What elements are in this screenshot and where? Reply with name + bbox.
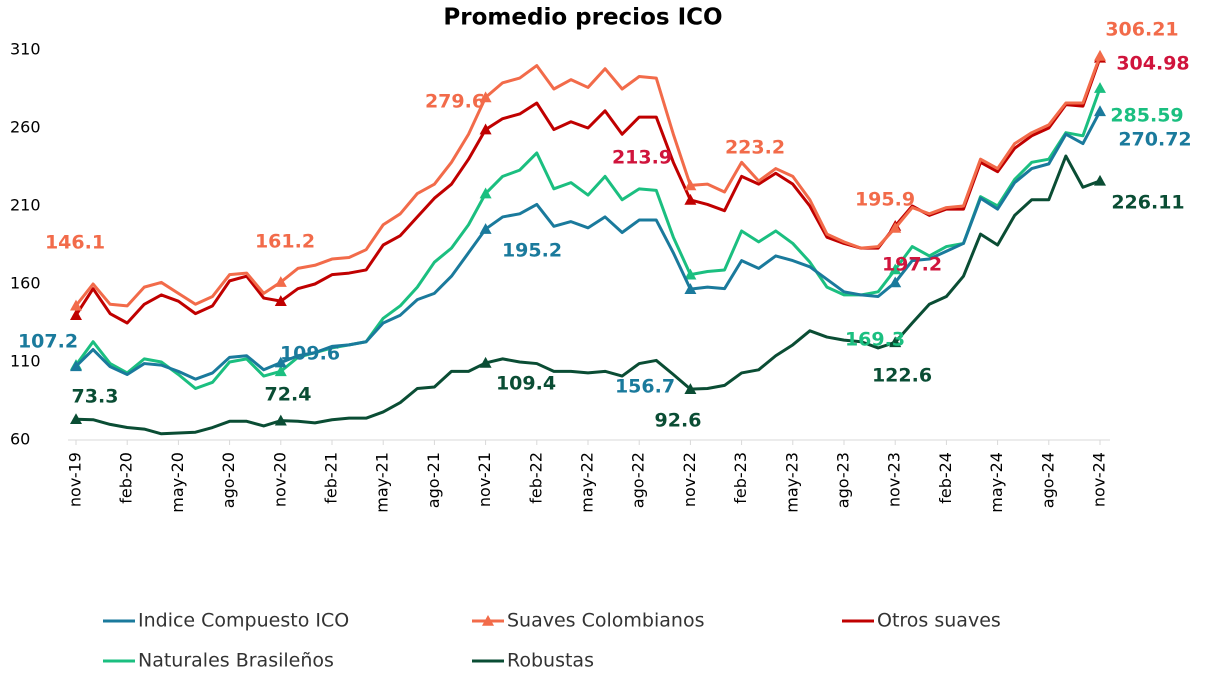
marker bbox=[889, 336, 902, 348]
marker bbox=[479, 187, 492, 199]
series-line bbox=[74, 55, 1102, 308]
marker bbox=[274, 365, 287, 377]
marker bbox=[479, 123, 492, 135]
data-label: 226.11 bbox=[1111, 192, 1184, 214]
marker bbox=[479, 356, 492, 368]
series-line bbox=[74, 57, 1102, 325]
x-tick-label: ago-24 bbox=[1038, 452, 1057, 508]
data-label: 223.2 bbox=[725, 137, 785, 159]
x-tick-label: nov-19 bbox=[66, 452, 85, 507]
marker bbox=[70, 413, 82, 425]
legend-label: Indice Compuesto ICO bbox=[138, 610, 349, 632]
marker bbox=[274, 356, 287, 368]
chart-title: Promedio precios ICO bbox=[443, 5, 722, 31]
data-label: 73.3 bbox=[72, 386, 119, 408]
legend-label: Suaves Colombianos bbox=[507, 610, 704, 632]
y-tick-label: 310 bbox=[10, 40, 41, 59]
marker bbox=[274, 276, 287, 287]
x-tick-label: ago-22 bbox=[629, 452, 648, 508]
marker bbox=[70, 309, 82, 320]
data-label: 109.4 bbox=[496, 373, 556, 395]
x-tick-label: feb-23 bbox=[731, 452, 750, 504]
data-label: 156.7 bbox=[615, 376, 675, 398]
marker bbox=[479, 91, 492, 103]
x-tick-label: feb-20 bbox=[117, 452, 136, 504]
x-tick-label: may-22 bbox=[578, 452, 597, 513]
legend-label: Robustas bbox=[507, 650, 594, 672]
data-label: 270.72 bbox=[1118, 129, 1191, 151]
marker bbox=[274, 414, 287, 426]
data-label: 285.59 bbox=[1110, 105, 1183, 127]
marker bbox=[684, 283, 697, 294]
marker bbox=[684, 179, 697, 191]
x-tick-label: may-24 bbox=[987, 452, 1006, 513]
data-label: 195.2 bbox=[502, 240, 562, 262]
marker bbox=[889, 221, 902, 233]
marker bbox=[1094, 82, 1106, 93]
x-tick-label: may-21 bbox=[373, 452, 392, 513]
data-label: 92.6 bbox=[655, 410, 702, 432]
x-tick-label: ago-23 bbox=[834, 452, 853, 508]
legend-marker bbox=[482, 615, 494, 626]
series-line bbox=[74, 87, 1102, 391]
data-label: 107.2 bbox=[18, 331, 78, 353]
data-label: 161.2 bbox=[255, 231, 315, 253]
marker bbox=[889, 276, 902, 288]
series-line bbox=[75, 154, 1101, 436]
series-line bbox=[74, 110, 1102, 381]
marker bbox=[684, 193, 697, 205]
marker bbox=[1094, 49, 1106, 61]
y-tick-label: 110 bbox=[10, 352, 41, 371]
data-label: 72.4 bbox=[265, 384, 312, 406]
data-label: 146.1 bbox=[45, 232, 105, 254]
data-label: 122.6 bbox=[872, 365, 932, 387]
marker bbox=[889, 263, 902, 275]
y-tick-label: 60 bbox=[10, 430, 30, 449]
x-tick-label: nov-20 bbox=[270, 452, 289, 507]
marker bbox=[1094, 174, 1106, 186]
x-tick-label: nov-24 bbox=[1090, 452, 1109, 507]
marker bbox=[479, 223, 492, 234]
x-tick-label: feb-24 bbox=[936, 452, 955, 504]
data-label: 306.21 bbox=[1105, 19, 1178, 41]
marker bbox=[684, 268, 697, 280]
data-label: 195.9 bbox=[855, 189, 915, 211]
data-label: 169.3 bbox=[845, 329, 905, 351]
x-tick-label: ago-21 bbox=[424, 452, 443, 508]
x-tick-label: nov-21 bbox=[475, 452, 494, 507]
marker bbox=[274, 295, 287, 306]
legend-label: Naturales Brasileños bbox=[138, 650, 334, 672]
legend-label: Otros suaves bbox=[877, 610, 1001, 632]
marker bbox=[1094, 105, 1106, 117]
x-tick-label: may-20 bbox=[168, 452, 187, 513]
x-tick-label: nov-23 bbox=[885, 452, 904, 507]
y-tick-label: 260 bbox=[10, 118, 41, 137]
data-label: 304.98 bbox=[1116, 53, 1189, 75]
x-tick-label: feb-22 bbox=[526, 452, 545, 504]
data-label: 197.2 bbox=[882, 254, 942, 276]
x-tick-label: ago-20 bbox=[219, 452, 238, 508]
data-label: 213.9 bbox=[612, 147, 672, 169]
x-tick-label: nov-22 bbox=[680, 452, 699, 507]
marker bbox=[70, 360, 82, 372]
marker bbox=[684, 383, 697, 394]
y-tick-label: 160 bbox=[10, 274, 41, 293]
y-tick-label: 210 bbox=[10, 196, 41, 215]
data-label: 279.6 bbox=[425, 91, 485, 113]
x-tick-label: feb-21 bbox=[322, 452, 341, 504]
marker bbox=[70, 299, 82, 311]
data-label: 109.6 bbox=[280, 343, 340, 365]
x-tick-label: may-23 bbox=[782, 452, 801, 513]
